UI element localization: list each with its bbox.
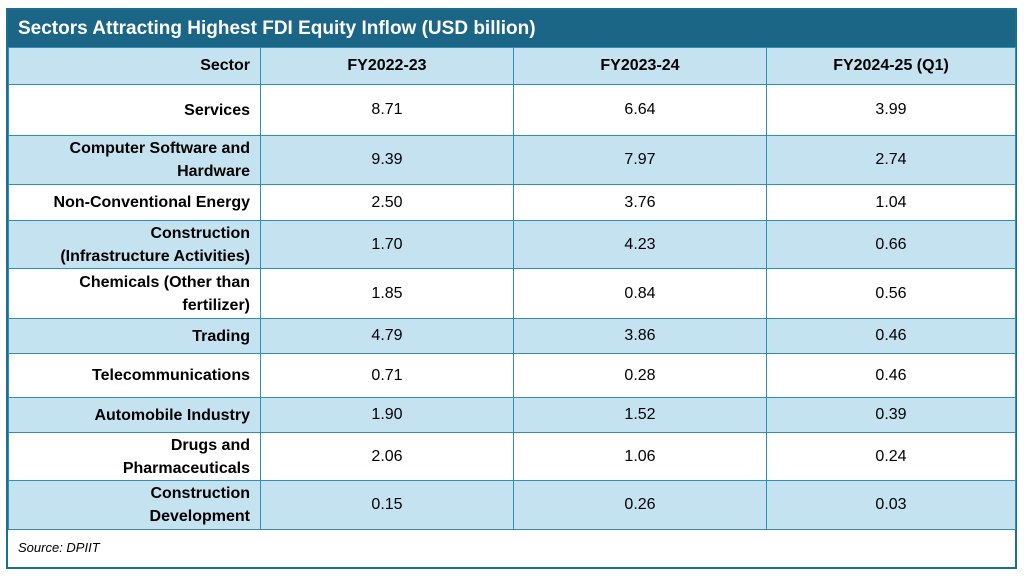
value-fy2022-23: 1.90 [260, 397, 514, 433]
sector-name-line-2: fertilizer) [182, 296, 250, 314]
value-fy2023-24: 1.52 [513, 397, 767, 433]
table-row: Computer Software and Hardware 9.39 7.97 … [8, 135, 1016, 185]
value-fy2024-25-q1: 3.99 [766, 84, 1016, 136]
value-fy2022-23: 2.06 [260, 432, 514, 481]
table-row: Construction Development 0.15 0.26 0.03 [8, 480, 1016, 530]
sector-cell: Telecommunications [8, 353, 261, 398]
fdi-equity-table: Sector FY2022-23 FY2023-24 FY2024-25 (Q1… [8, 47, 1016, 530]
value-fy2023-24: 0.26 [513, 480, 767, 530]
sector-name-line-1: Chemicals (Other than [79, 273, 250, 291]
sector-name-line-2: Hardware [177, 163, 250, 180]
sector-name-line-1: Computer Software and [69, 140, 250, 157]
sector-cell: Non-Conventional Energy [8, 184, 261, 221]
fdi-table-figure: Sectors Attracting Highest FDI Equity In… [6, 8, 1017, 569]
value-fy2023-24: 0.84 [513, 268, 767, 319]
value-fy2022-23: 0.15 [260, 480, 514, 530]
table-row: Automobile Industry 1.90 1.52 0.39 [8, 397, 1016, 433]
sector-cell: Chemicals (Other than fertilizer) [8, 268, 261, 319]
sector-name-line-1: Drugs and [170, 436, 250, 454]
sector-name-line-1: Services [184, 101, 250, 119]
value-fy2024-25-q1: 0.56 [766, 268, 1016, 319]
value-fy2022-23: 8.71 [260, 84, 514, 136]
table-row: Telecommunications 0.71 0.28 0.46 [8, 353, 1016, 398]
value-fy2023-24: 6.64 [513, 84, 767, 136]
sector-cell: Construction (Infrastructure Activities) [8, 220, 261, 269]
value-fy2023-24: 7.97 [513, 135, 767, 185]
value-fy2024-25-q1: 0.24 [766, 432, 1016, 481]
value-fy2022-23: 0.71 [260, 353, 514, 398]
sector-name-line-2: Development [149, 508, 250, 525]
value-fy2023-24: 4.23 [513, 220, 767, 269]
value-fy2022-23: 1.70 [260, 220, 514, 269]
value-fy2023-24: 1.06 [513, 432, 767, 481]
sector-name-line-1: Telecommunications [92, 367, 250, 384]
value-fy2024-25-q1: 0.46 [766, 318, 1016, 354]
table-header-row: Sector FY2022-23 FY2023-24 FY2024-25 (Q1… [8, 47, 1016, 85]
column-header-sector: Sector [8, 47, 261, 85]
value-fy2023-24: 3.76 [513, 184, 767, 221]
sector-cell: Computer Software and Hardware [8, 135, 261, 185]
sector-name-line-2: (Infrastructure Activities) [60, 247, 250, 265]
value-fy2024-25-q1: 1.04 [766, 184, 1016, 221]
value-fy2022-23: 1.85 [260, 268, 514, 319]
sector-name-line-2: Pharmaceuticals [122, 459, 250, 477]
sector-name-line-1: Trading [192, 327, 250, 345]
column-header-fy2024-25-q1: FY2024-25 (Q1) [766, 47, 1016, 85]
table-row: Chemicals (Other than fertilizer) 1.85 0.… [8, 268, 1016, 319]
sector-cell: Construction Development [8, 480, 261, 530]
value-fy2024-25-q1: 2.74 [766, 135, 1016, 185]
column-header-fy2022-23: FY2022-23 [260, 47, 514, 85]
value-fy2022-23: 4.79 [260, 318, 514, 354]
table-row: Non-Conventional Energy 2.50 3.76 1.04 [8, 184, 1016, 221]
value-fy2022-23: 9.39 [260, 135, 514, 185]
value-fy2024-25-q1: 0.66 [766, 220, 1016, 269]
value-fy2024-25-q1: 0.39 [766, 397, 1016, 433]
sector-name-line-1: Construction [150, 224, 250, 242]
value-fy2023-24: 0.28 [513, 353, 767, 398]
sector-name-line-1: Non-Conventional Energy [53, 194, 250, 211]
value-fy2024-25-q1: 0.46 [766, 353, 1016, 398]
sector-cell: Services [8, 84, 261, 136]
table-row: Drugs and Pharmaceuticals 2.06 1.06 0.24 [8, 432, 1016, 481]
table-row: Trading 4.79 3.86 0.46 [8, 318, 1016, 354]
sector-cell: Trading [8, 318, 261, 354]
sector-cell: Automobile Industry [8, 397, 261, 433]
table-row: Services 8.71 6.64 3.99 [8, 84, 1016, 136]
sector-name-line-1: Automobile Industry [94, 406, 250, 424]
table-row: Construction (Infrastructure Activities) … [8, 220, 1016, 269]
source-note: Source: DPIIT [18, 540, 100, 555]
value-fy2023-24: 3.86 [513, 318, 767, 354]
table-title: Sectors Attracting Highest FDI Equity In… [8, 10, 1015, 47]
sector-cell: Drugs and Pharmaceuticals [8, 432, 261, 481]
value-fy2024-25-q1: 0.03 [766, 480, 1016, 530]
column-header-fy2023-24: FY2023-24 [513, 47, 767, 85]
value-fy2022-23: 2.50 [260, 184, 514, 221]
sector-name-line-1: Construction [150, 485, 250, 502]
